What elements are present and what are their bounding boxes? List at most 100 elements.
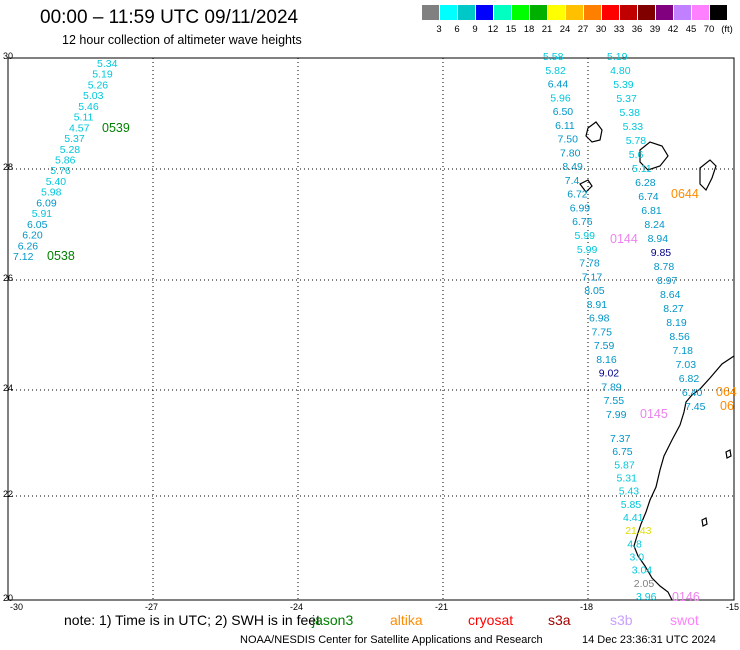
satellite-name: s3b [610,612,633,628]
legend-label: (ft) [721,24,733,35]
wave-height-label: 6.44 [548,79,569,91]
legend-swatch [458,5,475,20]
satellite-name: cryosat [468,612,514,628]
wave-height-label: 5.43 [619,486,640,498]
legend-label: 45 [685,24,697,35]
legend-swatch [620,5,637,20]
legend-label: 27 [577,24,589,35]
wave-height-label: 5.58 [543,51,564,63]
pass-time-label: 0146 [672,590,700,604]
pass-time-label: 0144 [610,232,638,246]
wave-height-label: 5.82 [545,65,566,77]
legend-swatch [566,5,583,20]
wave-height-label: 5.86 [55,155,76,167]
wave-height-label: 5.85 [621,499,642,511]
wave-height-label: 5.19 [92,69,113,81]
credit-text: NOAA/NESDIS Center for Satellite Applica… [240,634,543,646]
legend-label: 21 [541,24,553,35]
wave-height-label: 5.46 [78,101,99,113]
wave-height-label: 8.94 [648,233,669,245]
wave-height-label: 6.05 [27,219,48,231]
legend-swatch [710,5,727,20]
legend-label: 70 [703,24,715,35]
legend-label: 12 [487,24,499,35]
wave-height-label: 6.26 [18,240,39,252]
wave-height-label: 6.99 [570,203,591,215]
wave-height-label: 5.99 [577,244,598,256]
wave-height-label: 6.11 [555,120,575,132]
note-text: note: 1) Time is in UTC; 2) SWH is in fe… [64,612,320,628]
wave-height-label: 6.98 [589,313,610,325]
wave-height-label: 5.76 [50,165,71,177]
wave-height-label: 9.85 [651,247,672,259]
wave-height-label: 8.24 [644,219,665,231]
y-tick-label: 22 [3,489,13,499]
axis-tick-labels: -30 -27 -24 -21 -18 -15 30 28 26 24 22 20 [3,51,739,612]
pass-time-label: 064 [716,385,737,399]
legend-swatch [512,5,529,20]
wave-height-label: 6.72 [567,189,588,201]
wave-height-label: 5.99 [575,230,596,242]
lat-lon-grid [8,58,734,600]
island-small-2 [725,449,732,459]
wave-height-label: 8.78 [654,261,675,273]
coastline [579,121,735,601]
wave-height-label: 8.91 [587,299,608,311]
x-tick-label: -24 [290,602,303,612]
wave-height-label: 6.81 [641,205,662,217]
satellite-name: altika [390,612,423,628]
legend-swatch [440,5,457,20]
wave-height-label: 8.05 [584,285,605,297]
wave-height-label: 5.91 [32,208,53,220]
legend-label: 24 [559,24,571,35]
wave-height-label: 6.74 [638,191,659,203]
wave-height-label: 7.03 [676,359,697,371]
wave-height-label: 5.39 [613,79,634,91]
wave-height-label: 6.76 [572,216,593,228]
wave-height-label: 3.04 [632,565,653,577]
wave-height-label: 4.57 [69,122,90,134]
wave-height-label: 6.09 [36,197,57,209]
wave-height-label: 5.19 [607,51,628,63]
legend-label: 33 [613,24,625,35]
map-frame [7,57,735,601]
island-fuerteventura [639,141,669,171]
wave-height-label: 3.0 [630,552,645,564]
wave-height-label: 7.89 [601,382,622,394]
satellite-name: swot [670,612,699,628]
y-tick-label: 24 [3,383,13,393]
wave-height-label: 7.17 [582,271,603,283]
wave-height-label: 5.28 [60,144,81,156]
wave-height-label: 5.40 [46,176,67,188]
wave-height-label: 5.31 [617,473,638,485]
legend-label: 36 [631,24,643,35]
wave-height-label: 7.37 [610,433,631,445]
wave-height-label: 8.49 [562,161,583,173]
wave-height-label: 6.20 [22,230,43,242]
legend-label: 30 [595,24,607,35]
wave-height-label: 3.96 [636,591,657,603]
legend-swatch [674,5,691,20]
legend-label: 9 [472,24,478,35]
legend-swatch [548,5,565,20]
x-tick-label: -27 [145,602,158,612]
wave-height-label: 7.55 [604,395,625,407]
island-madeira [585,121,603,143]
wave-height-label: 2.05 [634,578,655,590]
wave-height-label: 8.19 [666,317,687,329]
legend-swatch [584,5,601,20]
wave-height-label: 4.41 [623,512,644,524]
wave-height-label: 4.8 [627,538,642,550]
legend-swatch [530,5,547,20]
y-tick-label: 20 [3,593,13,603]
legend-swatch [494,5,511,20]
wave-height-label: 6.75 [612,446,633,458]
wave-height-label: 5.6 [629,149,644,161]
wave-height-label: 8.56 [669,331,690,343]
legend-swatch [656,5,673,20]
wave-height-label: 7.99 [606,409,627,421]
satellite-name: s3a [548,612,571,628]
wave-height-label: 8.64 [660,289,681,301]
